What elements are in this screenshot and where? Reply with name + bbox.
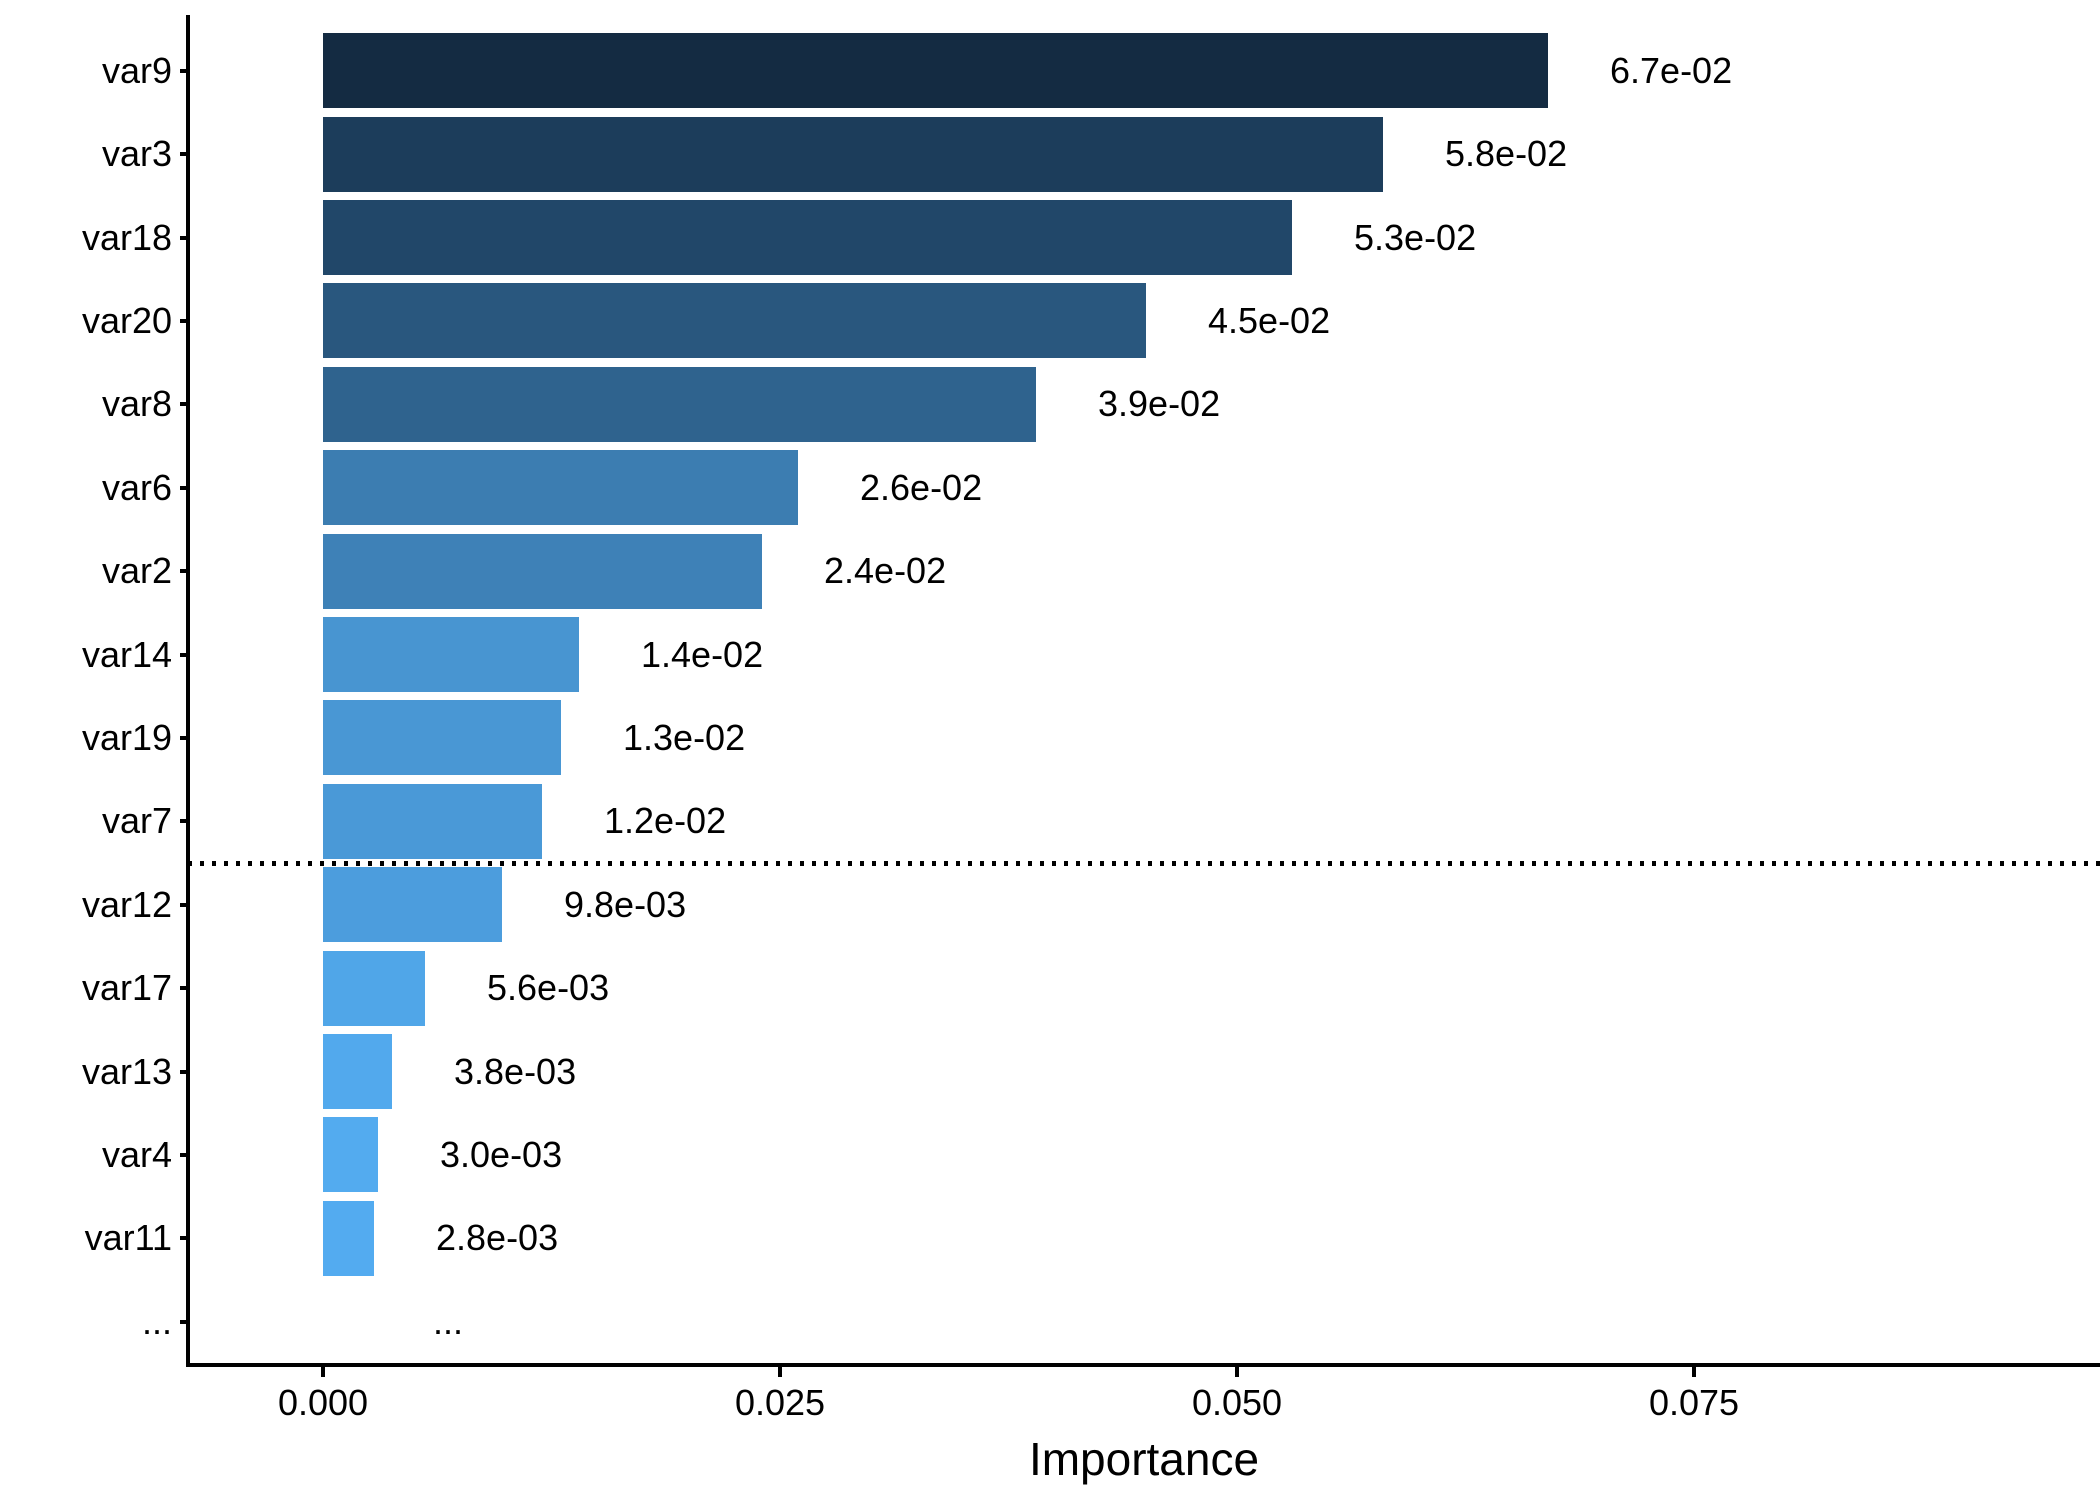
y-axis-tick <box>180 1236 188 1241</box>
bar-value-label: 2.8e-03 <box>436 1217 559 1259</box>
importance-bar <box>323 700 561 776</box>
y-axis-label: var12 <box>81 883 172 925</box>
y-axis-label: var19 <box>81 716 172 758</box>
y-axis-label: var9 <box>101 49 172 91</box>
bar-value-label: 2.6e-02 <box>860 466 983 508</box>
y-axis-label: var18 <box>81 216 172 258</box>
y-axis-label: var20 <box>81 299 172 341</box>
y-axis-tick <box>180 1319 188 1324</box>
y-axis-line <box>186 15 190 1367</box>
x-axis-tick <box>1692 1367 1696 1377</box>
x-axis-tick-label: 0.025 <box>734 1382 826 1423</box>
importance-bar <box>323 533 762 609</box>
importance-bar <box>323 617 579 692</box>
y-axis-label: var3 <box>101 133 172 175</box>
bar-value-label: 5.6e-03 <box>487 967 610 1009</box>
y-axis-tick <box>180 819 188 824</box>
bar-value-label: 6.7e-02 <box>1610 49 1733 91</box>
x-axis-tick <box>1235 1367 1239 1377</box>
y-axis-label: var11 <box>84 1217 172 1259</box>
importance-bar <box>323 33 1548 109</box>
y-axis-tick <box>180 318 188 323</box>
y-axis-tick <box>180 1069 188 1074</box>
importance-bar <box>323 1034 392 1109</box>
y-axis-tick <box>180 902 188 907</box>
bar-value-label: 9.8e-03 <box>564 883 687 925</box>
bar-value-label: 4.5e-02 <box>1208 299 1331 341</box>
x-axis-tick <box>778 1367 782 1377</box>
bar-value-label: 1.2e-02 <box>604 800 727 842</box>
y-axis-tick <box>180 652 188 657</box>
threshold-dotted-line <box>188 861 2100 866</box>
y-axis-label: var14 <box>81 633 172 675</box>
x-axis-tick <box>321 1367 325 1377</box>
bar-value-label: 5.8e-02 <box>1445 133 1568 175</box>
importance-bar <box>323 200 1292 275</box>
bar-value-label: 5.3e-02 <box>1354 216 1477 258</box>
y-axis-tick <box>180 735 188 740</box>
y-axis-tick <box>180 569 188 574</box>
y-axis-tick <box>180 485 188 490</box>
importance-bar <box>323 450 798 526</box>
y-axis-tick <box>180 68 188 73</box>
importance-bar <box>323 116 1383 192</box>
x-axis-title: Importance <box>1028 1433 1260 1485</box>
y-axis-tick <box>180 235 188 240</box>
bar-value-label: 3.0e-03 <box>440 1133 563 1175</box>
y-axis-tick <box>180 152 188 157</box>
y-axis-label: var8 <box>101 383 172 425</box>
y-axis-label: var13 <box>81 1050 172 1092</box>
x-axis-tick-label: 0.000 <box>277 1382 369 1423</box>
y-axis-tick <box>180 1152 188 1157</box>
bar-value-label: 3.8e-03 <box>454 1050 577 1092</box>
importance-bar <box>323 283 1146 359</box>
y-axis-label: ... <box>141 1300 172 1342</box>
y-axis-tick <box>180 402 188 407</box>
importance-bar <box>323 1117 378 1193</box>
bar-value-label: 1.3e-02 <box>623 716 746 758</box>
x-axis-tick-label: 0.050 <box>1191 1382 1283 1423</box>
importance-bar <box>323 1200 374 1276</box>
y-axis-label: var2 <box>101 550 172 592</box>
bar-value-label: 1.4e-02 <box>641 633 764 675</box>
y-axis-label: var4 <box>101 1133 172 1175</box>
importance-bar <box>323 950 425 1026</box>
importance-bar <box>323 366 1036 442</box>
bar-value-label: ... <box>433 1300 464 1342</box>
x-axis-line <box>186 1363 2100 1367</box>
y-axis-label: var7 <box>101 800 172 842</box>
y-axis-label: var17 <box>81 967 172 1009</box>
y-axis-label: var6 <box>101 466 172 508</box>
x-axis-tick-label: 0.075 <box>1648 1382 1740 1423</box>
bar-value-label: 2.4e-02 <box>824 550 947 592</box>
y-axis-tick <box>180 986 188 991</box>
importance-bar <box>323 867 502 943</box>
importance-bar <box>323 783 542 859</box>
bar-value-label: 3.9e-02 <box>1098 383 1221 425</box>
